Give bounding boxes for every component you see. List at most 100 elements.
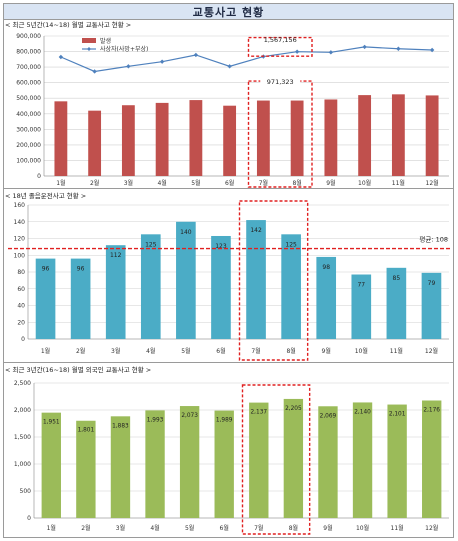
data-label: 98 bbox=[322, 264, 330, 271]
bar-6월 bbox=[211, 236, 231, 339]
y-tick-label: 300,000 bbox=[16, 126, 41, 133]
bar-9월 bbox=[318, 406, 337, 518]
separator-1 bbox=[4, 188, 453, 189]
data-label: 1,951 bbox=[43, 420, 60, 426]
x-tick-label: 4월 bbox=[146, 347, 155, 355]
bar-4월 bbox=[156, 103, 169, 176]
x-tick-label: 3월 bbox=[116, 524, 125, 532]
data-label: 2,137 bbox=[250, 410, 267, 416]
y-tick-label: 20 bbox=[17, 319, 25, 326]
line-point-4월 bbox=[160, 59, 164, 63]
data-label: 142 bbox=[250, 227, 262, 234]
bar-5월 bbox=[189, 100, 202, 176]
data-label: 1,801 bbox=[78, 428, 95, 434]
data-label: 96 bbox=[42, 266, 50, 273]
y-tick-label: 1,000 bbox=[14, 461, 31, 468]
x-tick-label: 8월 bbox=[292, 179, 301, 187]
x-tick-label: 5월 bbox=[191, 179, 200, 187]
chart1-svg: 0 100,000 200,000 300,000 400,000 500,000 600,… bbox=[4, 28, 453, 188]
y-tick-label: 120 bbox=[14, 236, 26, 243]
bar-1월 bbox=[54, 101, 67, 176]
x-tick-label: 6월 bbox=[225, 179, 234, 187]
bar-4월 bbox=[145, 410, 164, 518]
title-bar: 교통사고 현황 bbox=[4, 4, 453, 20]
data-label: 79 bbox=[428, 280, 436, 287]
data-label: 140 bbox=[180, 229, 192, 236]
y-tick-label: 60 bbox=[17, 286, 25, 293]
x-tick-label: 4월 bbox=[157, 179, 166, 187]
chart2-svg: 0 20 40 60 80 100 120 140 160 96 96 112 125 140 123 142… bbox=[4, 199, 453, 362]
data-label: 1,883 bbox=[112, 423, 129, 429]
y-tick-label: 0 bbox=[37, 173, 41, 180]
data-label: 125 bbox=[285, 241, 297, 248]
x-tick-label: 11월 bbox=[390, 347, 403, 355]
data-label: 96 bbox=[77, 266, 85, 273]
x-tick-label: 2월 bbox=[81, 524, 90, 532]
x-tick-label: 7월 bbox=[251, 347, 260, 355]
y-tick-label: 500,000 bbox=[16, 95, 41, 102]
y-tick-label: 800,000 bbox=[16, 49, 41, 56]
line-point-10월 bbox=[362, 45, 366, 49]
data-label: 1,989 bbox=[216, 418, 233, 424]
x-tick-label: 12월 bbox=[425, 524, 438, 532]
x-tick-label: 9월 bbox=[323, 524, 332, 532]
line-point-6월 bbox=[227, 64, 231, 68]
y-tick-label: 0 bbox=[27, 515, 31, 522]
y-tick-label: 160 bbox=[14, 202, 26, 209]
line-point-3월 bbox=[126, 64, 130, 68]
annotation-occurrence: 971,323 bbox=[267, 78, 294, 86]
y-tick-label: 700,000 bbox=[16, 64, 41, 71]
bar-6월 bbox=[223, 106, 236, 176]
data-label: 1,993 bbox=[147, 417, 164, 423]
data-label: 77 bbox=[357, 282, 365, 289]
bar-3월 bbox=[122, 105, 135, 176]
line-point-9월 bbox=[329, 50, 333, 54]
data-label: 85 bbox=[393, 275, 401, 282]
x-tick-label: 8월 bbox=[286, 347, 295, 355]
legend-label-line: 사상자(사망+부상) bbox=[100, 45, 148, 53]
data-label: 2,069 bbox=[320, 413, 337, 419]
x-tick-label: 3월 bbox=[124, 179, 133, 187]
x-tick-label: 5월 bbox=[185, 524, 194, 532]
y-tick-label: 0 bbox=[21, 336, 25, 343]
x-tick-label: 10월 bbox=[358, 179, 371, 187]
x-tick-label: 2월 bbox=[90, 179, 99, 187]
bar-9월 bbox=[324, 99, 337, 176]
bar-3월 bbox=[111, 416, 130, 518]
bar-11월 bbox=[392, 94, 405, 176]
x-tick-label: 9월 bbox=[326, 179, 335, 187]
data-label: 125 bbox=[145, 241, 157, 248]
data-label: 112 bbox=[110, 252, 122, 259]
bar-8월 bbox=[291, 101, 304, 176]
bar-8월 bbox=[281, 234, 301, 339]
x-tick-label: 11월 bbox=[391, 524, 404, 532]
x-tick-label: 9월 bbox=[322, 347, 331, 355]
line-point-8월 bbox=[295, 50, 299, 54]
bar-7월 bbox=[246, 220, 266, 339]
x-tick-label: 10월 bbox=[356, 524, 369, 532]
page-title: 교통사고 현황 bbox=[193, 4, 265, 20]
y-tick-label: 100,000 bbox=[16, 157, 41, 164]
y-tick-label: 140 bbox=[14, 219, 26, 226]
annotation-casualties: 1,567,156 bbox=[264, 36, 297, 44]
bar-2월 bbox=[76, 421, 95, 518]
y-tick-label: 2,000 bbox=[14, 407, 31, 414]
bar-8월 bbox=[284, 399, 303, 518]
y-tick-label: 80 bbox=[17, 269, 25, 276]
line-point-11월 bbox=[396, 47, 400, 51]
data-label: 2,205 bbox=[285, 406, 302, 412]
x-tick-label: 12월 bbox=[426, 179, 439, 187]
x-tick-label: 11월 bbox=[392, 179, 405, 187]
x-tick-label: 2월 bbox=[76, 347, 85, 355]
y-tick-label: 1,500 bbox=[14, 434, 31, 441]
bar-12월 bbox=[422, 400, 441, 518]
bar-11월 bbox=[387, 405, 406, 518]
data-label: 2,073 bbox=[181, 413, 198, 419]
y-tick-label: 600,000 bbox=[16, 80, 41, 87]
x-tick-label: 6월 bbox=[220, 524, 229, 532]
x-tick-label: 10월 bbox=[355, 347, 368, 355]
bar-5월 bbox=[180, 406, 199, 518]
data-label: 2,101 bbox=[389, 412, 406, 418]
bar-3월 bbox=[106, 245, 126, 339]
